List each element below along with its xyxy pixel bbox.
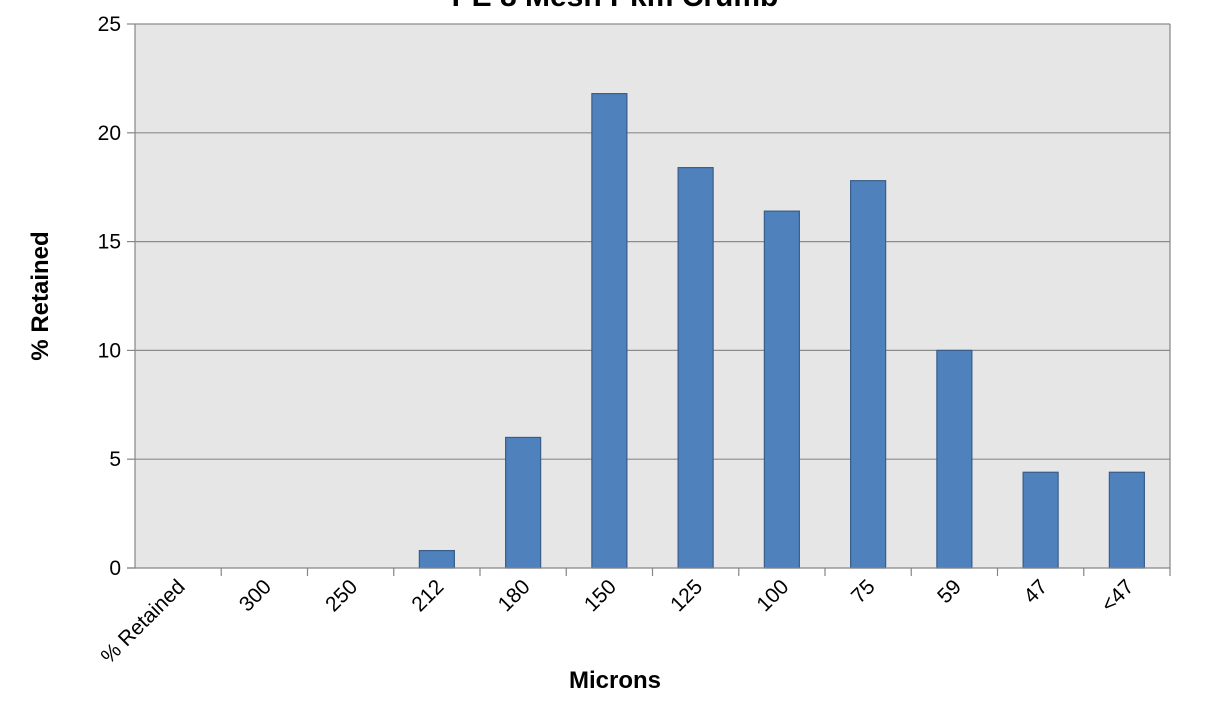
x-tick-labels: % Retained 300 250 212 180 150 125 100 75 59 47 <47 (97, 575, 1139, 668)
y-tick-labels: 0 5 10 15 20 25 (98, 13, 121, 580)
y-tick-label: 5 (109, 448, 121, 471)
y-tick-label: 0 (109, 557, 121, 580)
bar (591, 93, 628, 569)
bar (850, 180, 887, 569)
x-tick-label: 125 (666, 575, 707, 616)
plot-area (135, 24, 1170, 568)
bar (1022, 471, 1059, 569)
x-tick-label: 47 (1019, 575, 1052, 608)
chart-title: PE 8 Mesh Pkm Crumb (452, 0, 779, 13)
x-tick-label: 150 (580, 575, 621, 616)
axes (127, 23, 1171, 576)
bar (1108, 471, 1145, 569)
x-axis-title: Microns (569, 667, 661, 694)
x-tick-label: 180 (494, 575, 535, 616)
bar (677, 167, 714, 569)
x-tick-label: 300 (235, 575, 276, 616)
y-axis-title: % Retained (27, 231, 54, 360)
x-tick-label: 250 (321, 575, 362, 616)
y-tick-label: 20 (98, 122, 121, 145)
x-tick-label: 212 (407, 575, 448, 616)
y-tick-label: 15 (98, 231, 121, 254)
x-tick-label: % Retained (97, 575, 190, 668)
bar (936, 349, 973, 569)
bar (505, 436, 542, 569)
bar (763, 210, 800, 569)
y-tick-label: 10 (98, 339, 121, 362)
x-tick-label: <47 (1097, 575, 1138, 616)
bar (418, 549, 455, 569)
gridlines (135, 23, 1170, 460)
x-tick-label: 59 (933, 575, 966, 608)
bars (418, 93, 1145, 569)
x-tick-label: 100 (752, 575, 793, 616)
x-tick-label: 75 (847, 575, 880, 608)
y-tick-label: 25 (98, 13, 121, 36)
